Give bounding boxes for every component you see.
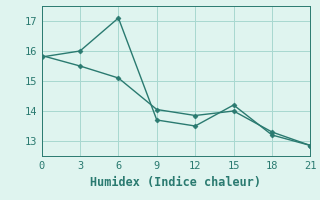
X-axis label: Humidex (Indice chaleur): Humidex (Indice chaleur) <box>91 176 261 189</box>
